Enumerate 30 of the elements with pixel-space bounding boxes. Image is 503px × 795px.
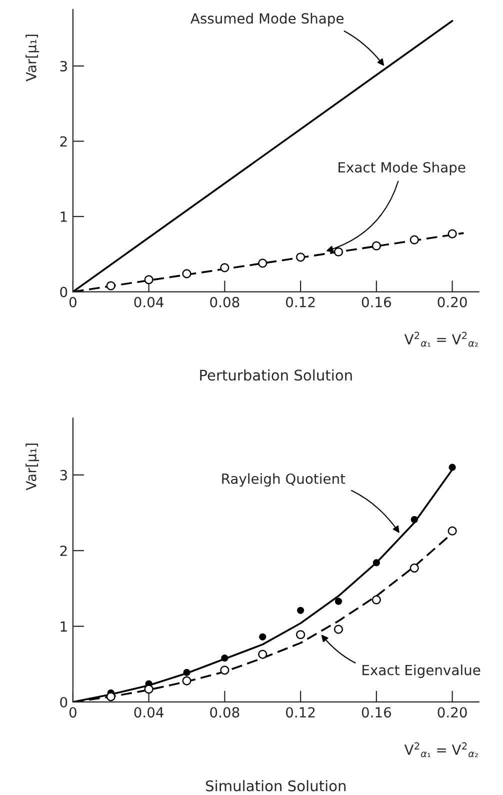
y-tick-label: 1 bbox=[60, 621, 67, 632]
y-tick-label: 0 bbox=[60, 286, 68, 298]
y-tick-label: 2 bbox=[60, 136, 67, 147]
x-tick-label: 0.20 bbox=[438, 296, 467, 308]
x-tick-label: 0.16 bbox=[362, 707, 392, 718]
x-axis-title: V$^{2}$$_{α₁}$ = V$^{2}$$_{α₂}$ bbox=[404, 332, 478, 347]
annotation: Exact Mode Shape bbox=[338, 162, 466, 176]
x-tick-label: 0.20 bbox=[438, 707, 467, 718]
x-tick-label: 0 bbox=[69, 707, 76, 718]
annotation: Rayleigh Quotient bbox=[222, 473, 346, 487]
x-tick-label: 0.04 bbox=[134, 296, 164, 308]
y-axis-title: Var[μ₁] bbox=[26, 444, 40, 490]
y-tick-label: 3 bbox=[60, 470, 67, 480]
x-tick-label: 0.12 bbox=[286, 707, 315, 718]
annotation: Exact Eigenvalue bbox=[362, 664, 480, 678]
y-tick-label: 2 bbox=[60, 546, 67, 556]
x-tick-label: 0 bbox=[69, 296, 76, 308]
x-tick-label: 0.04 bbox=[134, 707, 164, 718]
y-tick-label: 0 bbox=[60, 696, 68, 708]
y-tick-label: 1 bbox=[60, 212, 67, 222]
text: Simulation Solution bbox=[206, 780, 346, 792]
text: Perturbation Solution bbox=[200, 369, 352, 381]
y-axis-title: Var[μ₁] bbox=[26, 34, 40, 82]
y-tick-label: 3 bbox=[60, 60, 67, 72]
x-tick-label: 0.16 bbox=[362, 296, 392, 308]
annotation: Assumed Mode Shape bbox=[190, 12, 344, 26]
x-tick-label: 0.08 bbox=[210, 296, 240, 308]
x-tick-label: 0.08 bbox=[210, 707, 240, 718]
x-axis-title: V$^{2}$$_{α₁}$ = V$^{2}$$_{α₂}$ bbox=[404, 742, 478, 758]
x-tick-label: 0.12 bbox=[286, 296, 315, 308]
